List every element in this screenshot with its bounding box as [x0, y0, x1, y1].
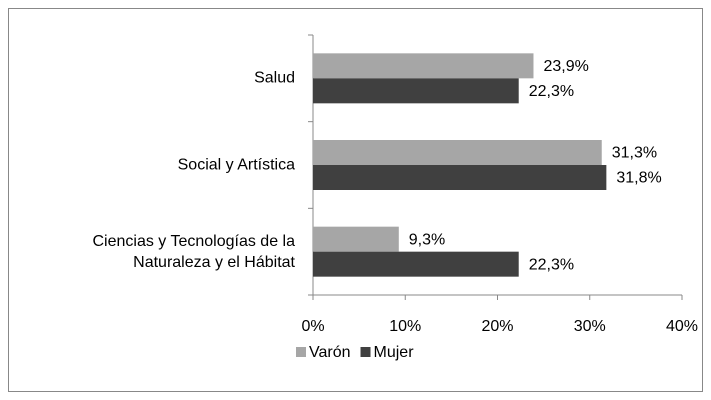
- bar: [313, 165, 607, 190]
- bar: [313, 226, 399, 252]
- value-label: 23,9%: [543, 58, 588, 75]
- value-label: 31,3%: [612, 145, 657, 162]
- x-tick-label: 40%: [666, 318, 698, 335]
- legend-label: Varón: [309, 344, 351, 361]
- value-label: 22,3%: [529, 83, 574, 100]
- x-tick-label: 0%: [301, 318, 324, 335]
- value-label: 9,3%: [409, 231, 445, 248]
- legend-label: Mujer: [374, 344, 415, 361]
- bar: [313, 53, 534, 79]
- value-label: 22,3%: [529, 256, 574, 273]
- y-tick-label: Social y Artística: [177, 156, 295, 174]
- y-tick-label: Ciencias y Tecnologías de la Naturaleza …: [92, 232, 296, 271]
- legend-swatch: [296, 347, 306, 357]
- x-tick-label: 30%: [574, 318, 606, 335]
- legend-swatch: [360, 347, 371, 357]
- x-tick-label: 20%: [481, 318, 513, 335]
- x-tick-label: 10%: [389, 318, 421, 335]
- y-tick-label: Salud: [254, 69, 295, 87]
- bar: [313, 251, 519, 277]
- bar: [313, 140, 602, 165]
- value-label: 31,8%: [616, 170, 661, 187]
- bar: [313, 78, 519, 104]
